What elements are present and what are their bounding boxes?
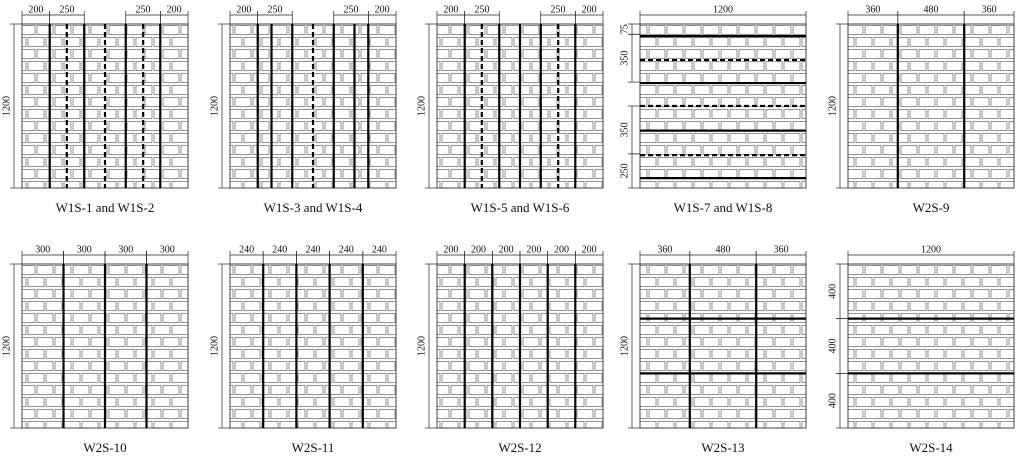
dimension-label: 1200 [209,96,220,116]
dimension-label: 400 [827,393,838,408]
dimension-label: 1200 [827,96,838,116]
dimension-label: 1200 [619,336,630,356]
dimension-label: 250 [59,4,74,15]
caption: W1S-3 and W1S-4 [264,200,363,215]
dimension-label: 1200 [1,96,12,116]
dimension-label: 1200 [209,336,220,356]
dimension-label: 1200 [713,4,733,15]
dimension-label: 240 [372,244,387,255]
dimension-label: 200 [236,4,251,15]
wall [229,263,397,429]
caption: W2S-10 [83,440,126,455]
dimension-label: 250 [136,4,151,15]
dimension-label: 240 [239,244,254,255]
dimension-label: 75 [619,24,630,34]
dimension-label: 240 [272,244,287,255]
dimension-label: 200 [28,4,43,15]
dimension-label: 300 [77,244,92,255]
dimension-label: 480 [716,244,731,255]
dimension-label: 400 [827,284,838,299]
dimension-label: 250 [344,4,359,15]
dimension-label: 250 [619,163,630,178]
caption: W2S-13 [701,440,744,455]
dimension-label: 200 [582,244,597,255]
dimension-label: 200 [582,4,597,15]
dimension-label: 1200 [416,336,427,356]
dimension-label: 300 [35,244,50,255]
dimension-label: 250 [551,4,566,15]
dimension-label: 200 [554,244,569,255]
caption: W1S-7 and W1S-8 [674,200,773,215]
dimension-label: 360 [982,4,997,15]
wall [639,263,807,429]
dimension-label: 300 [118,244,133,255]
caption: W1S-5 and W1S-6 [471,200,570,215]
dimension-label: 240 [306,244,321,255]
dimension-label: 480 [924,4,939,15]
caption: W2S-14 [909,440,953,455]
dimension-label: 200 [443,4,458,15]
caption: W2S-11 [292,440,335,455]
dimension-label: 200 [375,4,390,15]
dimension-label: 200 [443,244,458,255]
dimension-label: 400 [827,339,838,354]
dimension-label: 200 [167,4,182,15]
dimension-label: 250 [474,4,489,15]
dimension-label: 350 [619,122,630,137]
dimension-label: 1200 [1,336,12,356]
dimension-label: 300 [160,244,175,255]
caption: W1S-1 and W1S-2 [56,200,155,215]
dimension-label: 1200 [921,244,941,255]
dimension-label: 200 [471,244,486,255]
dimension-label: 360 [657,244,672,255]
dimension-label: 1200 [416,96,427,116]
caption: W2S-9 [913,200,950,215]
dimension-label: 200 [526,244,541,255]
wall [847,263,1015,429]
dimension-label: 350 [619,51,630,66]
wall [847,23,1015,189]
dimension-label: 360 [774,244,789,255]
dimension-label: 240 [339,244,354,255]
dimension-label: 200 [499,244,514,255]
dimension-label: 360 [865,4,880,15]
caption: W2S-12 [498,440,541,455]
dimension-label: 250 [267,4,282,15]
